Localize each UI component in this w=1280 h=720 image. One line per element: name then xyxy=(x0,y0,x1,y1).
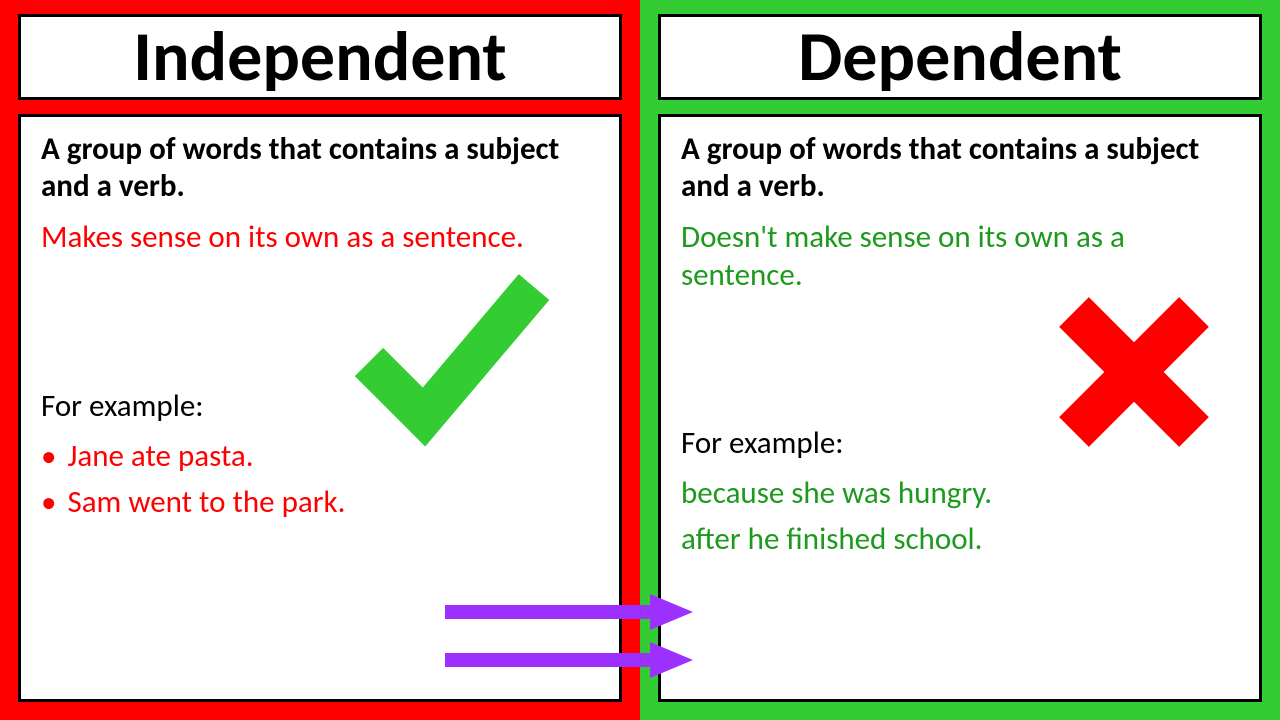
dependent-body: A group of words that contains a subject… xyxy=(658,114,1262,702)
arrow-1 xyxy=(445,592,695,637)
arrow-2 xyxy=(445,640,695,685)
independent-example-2: • Sam went to the park. xyxy=(41,479,599,526)
dependent-sense: Doesn't make sense on its own as a sente… xyxy=(681,219,1239,293)
dependent-example-1-text: because she was hungry. xyxy=(681,474,992,512)
dependent-title: Dependent xyxy=(661,21,1259,91)
bullet-icon: • xyxy=(41,483,56,521)
independent-definition: A group of words that contains a subject… xyxy=(41,131,599,205)
dependent-panel: Dependent A group of words that contains… xyxy=(640,0,1280,720)
bullet-icon: • xyxy=(41,437,56,475)
dependent-example-2: after he finished school. xyxy=(681,516,1239,563)
dependent-title-box: Dependent xyxy=(658,14,1262,100)
independent-example-2-text: Sam went to the park. xyxy=(67,483,345,521)
check-icon xyxy=(349,267,549,452)
dependent-example-1: because she was hungry. xyxy=(681,470,1239,517)
cross-icon xyxy=(1049,287,1219,462)
independent-example-1-text: Jane ate pasta. xyxy=(67,437,253,475)
dependent-definition: A group of words that contains a subject… xyxy=(681,131,1239,205)
independent-title-box: Independent xyxy=(18,14,622,100)
independent-sense: Makes sense on its own as a sentence. xyxy=(41,219,599,256)
dependent-example-2-text: after he finished school. xyxy=(681,520,982,558)
independent-title: Independent xyxy=(21,21,619,91)
